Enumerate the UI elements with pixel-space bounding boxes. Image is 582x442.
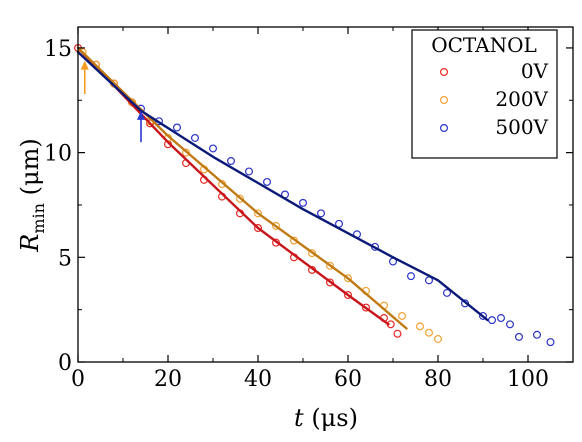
fit-line-500V (76, 50, 489, 322)
y-tick-label: 0 (58, 351, 72, 376)
data-point (263, 177, 272, 186)
series-500V (137, 104, 555, 347)
y-tick-label: 10 (44, 142, 72, 167)
data-point (398, 311, 407, 320)
series-200V (78, 48, 443, 343)
data-point (317, 209, 326, 218)
data-point (514, 332, 523, 341)
x-tick-label: 80 (424, 367, 452, 392)
data-point (443, 288, 452, 297)
data-point (326, 261, 335, 270)
annotation-arrow (80, 60, 89, 94)
legend-box (411, 29, 558, 159)
legend: OCTANOL 0V 200V 500V (411, 29, 558, 159)
data-point (254, 209, 263, 218)
y-axis-subscript: min (29, 203, 48, 234)
data-point (479, 311, 488, 320)
data-point (191, 133, 200, 142)
data-point (497, 314, 506, 323)
plot-frame (77, 26, 574, 363)
legend-label: 0V (521, 59, 549, 83)
x-axis-symbol: t (294, 404, 304, 432)
arrow-head (80, 60, 89, 70)
data-point (344, 274, 353, 283)
legend-title: OCTANOL (431, 33, 537, 57)
data-point (173, 123, 182, 132)
fit-line-0V (76, 46, 390, 326)
x-tick-label: 40 (244, 367, 272, 392)
data-point (393, 329, 402, 338)
legend-entries: 0V 200V 500V (440, 59, 549, 139)
data-point (182, 148, 191, 157)
data-point (236, 194, 245, 203)
data-point (308, 249, 317, 258)
data-point (488, 316, 497, 325)
data-point (209, 144, 218, 153)
data-point (344, 291, 353, 300)
y-axis-unit: (μm) (16, 138, 44, 203)
x-tick-label: 100 (507, 367, 549, 392)
annotation-arrow (137, 110, 145, 143)
y-axis-title: Rmin (μm) (16, 138, 48, 252)
data-point (546, 338, 555, 347)
legend-marker (440, 95, 449, 104)
data-point (227, 157, 236, 166)
data-point (299, 198, 308, 207)
x-tick-label: 60 (334, 367, 362, 392)
x-tick-label: 0 (71, 367, 85, 392)
data-point (362, 303, 371, 312)
arrow-head (137, 110, 145, 120)
data-point (532, 330, 541, 339)
data-point (245, 167, 254, 176)
data-point (272, 221, 281, 230)
data-point (416, 322, 425, 331)
data-point (326, 278, 335, 287)
legend-label: 500V (495, 115, 548, 139)
x-tick-label: 20 (154, 367, 182, 392)
plot-layer (73, 43, 555, 347)
series-0V (73, 43, 402, 338)
legend-entry-500V: 500V (440, 115, 549, 139)
data-point (407, 272, 416, 281)
data-point (425, 328, 434, 337)
y-tick-label: 5 (58, 246, 72, 271)
legend-marker (440, 67, 449, 76)
data-point (506, 320, 515, 329)
legend-entry-0V: 0V (440, 59, 549, 83)
fit-line-200V (76, 46, 408, 330)
x-axis-unit: (μs) (304, 404, 358, 432)
legend-label: 200V (495, 87, 548, 111)
data-point (434, 334, 443, 343)
legend-marker (440, 123, 449, 132)
data-point (254, 224, 263, 233)
x-axis-title: t (μs) (294, 404, 358, 432)
y-tick-label: 15 (44, 37, 72, 62)
y-axis-symbol: R (16, 234, 44, 253)
legend-entry-200V: 200V (440, 87, 549, 111)
